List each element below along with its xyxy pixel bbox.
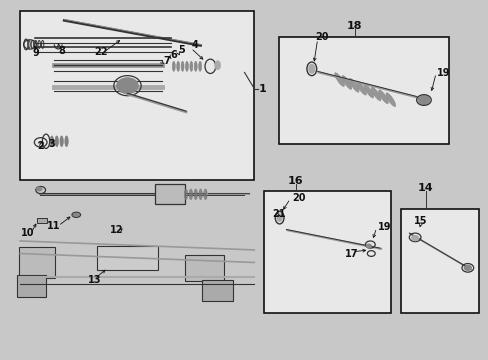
Bar bbox=[278, 37, 448, 144]
Ellipse shape bbox=[385, 93, 395, 107]
FancyBboxPatch shape bbox=[97, 246, 158, 270]
Text: 8: 8 bbox=[58, 46, 65, 56]
Ellipse shape bbox=[308, 64, 314, 73]
Text: 1: 1 bbox=[259, 84, 266, 94]
Ellipse shape bbox=[334, 73, 344, 86]
Text: 10: 10 bbox=[21, 228, 35, 238]
Ellipse shape bbox=[72, 213, 80, 217]
Ellipse shape bbox=[194, 189, 197, 200]
Ellipse shape bbox=[370, 87, 380, 101]
Ellipse shape bbox=[356, 81, 366, 95]
Text: 9: 9 bbox=[33, 48, 40, 58]
Ellipse shape bbox=[55, 136, 59, 147]
Text: 18: 18 bbox=[346, 21, 362, 31]
Text: 20: 20 bbox=[292, 193, 305, 203]
Ellipse shape bbox=[199, 189, 202, 200]
Text: 11: 11 bbox=[47, 221, 61, 231]
Ellipse shape bbox=[185, 61, 188, 71]
Text: 6: 6 bbox=[170, 50, 177, 60]
Ellipse shape bbox=[172, 61, 175, 71]
Ellipse shape bbox=[363, 84, 373, 98]
Ellipse shape bbox=[189, 189, 192, 200]
Text: 20: 20 bbox=[314, 32, 327, 42]
Ellipse shape bbox=[277, 214, 282, 221]
Text: 15: 15 bbox=[413, 216, 427, 226]
FancyBboxPatch shape bbox=[19, 247, 55, 278]
FancyBboxPatch shape bbox=[202, 280, 233, 301]
Ellipse shape bbox=[60, 136, 63, 147]
Text: 4: 4 bbox=[191, 40, 198, 50]
Ellipse shape bbox=[194, 61, 197, 71]
Text: 17: 17 bbox=[345, 248, 358, 258]
Circle shape bbox=[117, 78, 138, 94]
Text: 21: 21 bbox=[272, 209, 285, 219]
Ellipse shape bbox=[203, 189, 207, 200]
Ellipse shape bbox=[50, 136, 54, 147]
Ellipse shape bbox=[341, 76, 351, 89]
Ellipse shape bbox=[198, 61, 201, 71]
Bar bbox=[20, 12, 254, 180]
Ellipse shape bbox=[181, 61, 183, 71]
Circle shape bbox=[417, 96, 429, 104]
Text: 2: 2 bbox=[37, 140, 44, 150]
Text: 13: 13 bbox=[87, 275, 101, 285]
Circle shape bbox=[37, 187, 41, 191]
FancyBboxPatch shape bbox=[155, 184, 184, 204]
Bar bbox=[400, 209, 478, 313]
Circle shape bbox=[464, 265, 470, 270]
Text: 14: 14 bbox=[417, 183, 433, 193]
Text: 5: 5 bbox=[178, 45, 185, 55]
Text: 19: 19 bbox=[377, 222, 390, 231]
FancyBboxPatch shape bbox=[17, 275, 45, 297]
Ellipse shape bbox=[378, 90, 387, 104]
Ellipse shape bbox=[176, 61, 179, 71]
Text: 19: 19 bbox=[436, 68, 449, 78]
Text: 22: 22 bbox=[94, 46, 107, 57]
Text: 16: 16 bbox=[287, 176, 303, 186]
FancyBboxPatch shape bbox=[184, 255, 223, 281]
FancyBboxPatch shape bbox=[37, 219, 47, 224]
Ellipse shape bbox=[189, 61, 192, 71]
Ellipse shape bbox=[214, 61, 220, 70]
Circle shape bbox=[411, 235, 418, 240]
Circle shape bbox=[366, 244, 370, 248]
Text: 12: 12 bbox=[110, 225, 123, 235]
Ellipse shape bbox=[348, 78, 358, 92]
Ellipse shape bbox=[184, 189, 187, 200]
Ellipse shape bbox=[65, 136, 68, 147]
Bar bbox=[264, 191, 390, 313]
Text: 3: 3 bbox=[48, 139, 55, 149]
Text: 7: 7 bbox=[163, 56, 169, 66]
